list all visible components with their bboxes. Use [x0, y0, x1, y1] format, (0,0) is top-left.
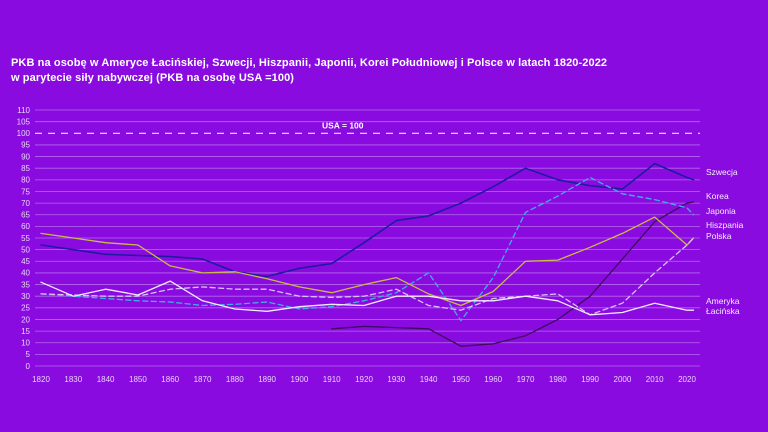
y-axis-labels: 0 5 10 15 20 25 30 35 40 45 50 55 60 65 70 75 80 85 90 95 10…	[17, 106, 31, 371]
x-axis-labels: 1820 1830 1840 1850 1860 1870 1880 1890 1900 1910…	[32, 375, 696, 384]
y-tick-label: 85	[21, 164, 30, 173]
series-line-ameryka-aci-ska	[40, 280, 695, 316]
x-tick-label: 1970	[517, 375, 535, 384]
x-tick-label: 1870	[194, 375, 212, 384]
x-tick-label: 1980	[549, 375, 567, 384]
chart-title-line2: w parytecie siły nabywczej (PKB na osobę…	[11, 72, 295, 84]
series-line-hiszpania	[40, 216, 695, 307]
y-tick-label: 35	[21, 280, 30, 289]
x-tick-label: 1880	[226, 375, 244, 384]
series-line-japonia	[40, 176, 695, 322]
y-tick-label: 45	[21, 257, 30, 266]
y-tick-label: 5	[26, 350, 31, 359]
x-tick-label: 1900	[291, 375, 309, 384]
series-label-polska: Polska	[706, 231, 732, 241]
x-tick-label: 2020	[678, 375, 696, 384]
x-tick-label: 2000	[614, 375, 632, 384]
x-tick-label: 1910	[323, 375, 341, 384]
series-lines	[40, 162, 695, 347]
y-tick-label: 15	[21, 327, 30, 336]
y-tick-label: 75	[21, 187, 30, 196]
y-tick-label: 25	[21, 304, 30, 313]
y-tick-label: 70	[21, 199, 30, 208]
series-label-szwecja: Szwecja	[706, 167, 738, 177]
y-tick-label: 50	[21, 245, 30, 254]
y-tick-label: 0	[26, 362, 31, 371]
chart-title-line1: PKB na osobę w Ameryce Łacińskiej, Szwec…	[11, 57, 608, 69]
series-line-polska	[40, 237, 695, 316]
y-tick-label: 100	[17, 129, 31, 138]
series-label-hiszpania: Hiszpania	[706, 220, 744, 230]
x-tick-label: 1850	[129, 375, 147, 384]
usa-reference-line: USA = 100	[35, 120, 700, 134]
x-tick-label: 1940	[420, 375, 438, 384]
series-label-ameryka-aci-ska: Ameryka Łacińska	[706, 296, 740, 316]
series-line-korea	[331, 201, 695, 347]
series-label-japonia: Japonia	[706, 206, 736, 216]
x-tick-label: 1820	[32, 375, 50, 384]
x-tick-label: 1930	[387, 375, 405, 384]
x-tick-label: 1990	[581, 375, 599, 384]
x-tick-label: 2010	[646, 375, 664, 384]
y-tick-label: 105	[17, 117, 31, 126]
gridlines	[35, 109, 700, 367]
usa-100-label: USA = 100	[322, 120, 364, 130]
y-tick-label: 90	[21, 152, 30, 161]
y-tick-label: 40	[21, 269, 30, 278]
y-tick-label: 95	[21, 141, 30, 150]
y-tick-label: 30	[21, 292, 30, 301]
y-tick-label: 20	[21, 315, 30, 324]
x-tick-label: 1840	[97, 375, 115, 384]
x-tick-label: 1920	[355, 375, 373, 384]
y-tick-label: 55	[21, 234, 30, 243]
x-tick-label: 1860	[161, 375, 179, 384]
y-tick-label: 80	[21, 176, 30, 185]
chart-title: PKB na osobę w Ameryce Łacińskiej, Szwec…	[11, 56, 607, 86]
x-tick-label: 1950	[452, 375, 470, 384]
y-tick-label: 110	[17, 106, 30, 115]
x-tick-label: 1830	[64, 375, 82, 384]
series-label-korea: Korea	[706, 191, 729, 201]
x-tick-label: 1890	[258, 375, 276, 384]
y-tick-label: 10	[21, 339, 30, 348]
x-tick-label: 1960	[484, 375, 502, 384]
y-tick-label: 65	[21, 211, 30, 220]
y-tick-label: 60	[21, 222, 30, 231]
